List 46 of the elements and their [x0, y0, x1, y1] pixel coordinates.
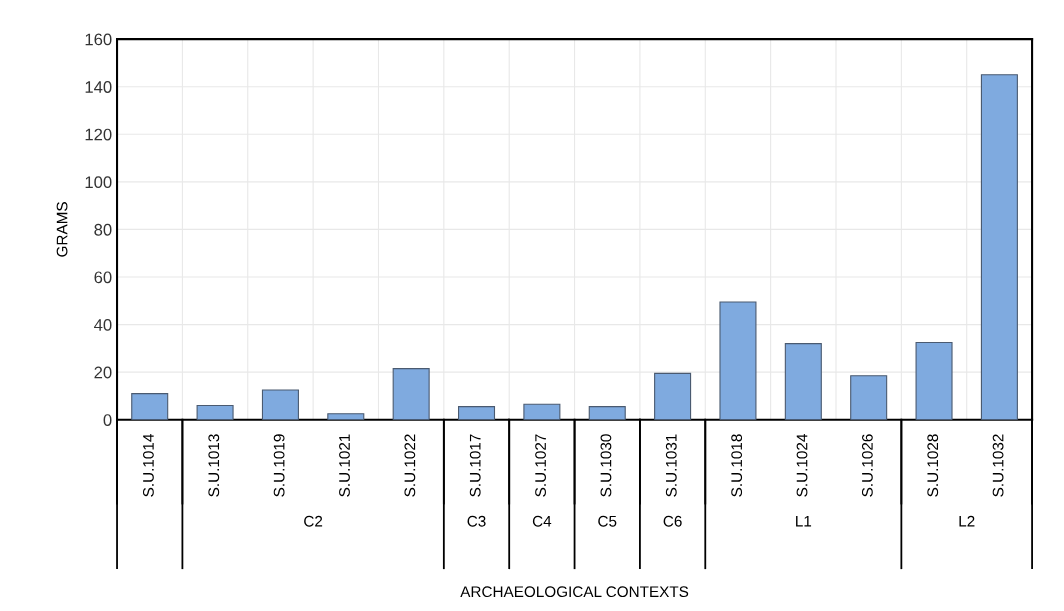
bar: [196, 404, 234, 420]
y-tick-label: 120: [85, 128, 112, 141]
y-tick-label: 140: [85, 81, 112, 93]
bar: [850, 375, 888, 420]
bar: [261, 389, 299, 420]
x-tick-label: S.U.1013: [208, 434, 220, 497]
bar: [915, 341, 953, 420]
text: C4: [532, 515, 552, 527]
bar: [980, 74, 1018, 420]
y-tick-label: 60: [94, 271, 112, 284]
y-tick-label: 20: [94, 366, 112, 379]
y-tick-label: 160: [85, 33, 112, 46]
text: C6: [663, 515, 682, 527]
y-tick-label: 80: [94, 223, 112, 236]
x-tick-label: S.U.1014: [143, 434, 154, 497]
bar: [784, 343, 822, 420]
text: C5: [598, 515, 617, 527]
x-tick-label: S.U.1017: [469, 434, 481, 497]
y-tick-label: 100: [85, 176, 112, 189]
text: ARCHAEOLOGICAL CONTEXTS: [460, 586, 689, 598]
x-tick-label: S.U.1031: [665, 434, 677, 497]
text: C3: [467, 515, 486, 527]
text: L1: [796, 515, 812, 527]
y-axis-title: GRAMS: [56, 202, 68, 257]
bar: [588, 406, 626, 420]
y-tick-label: 40: [94, 318, 112, 331]
text: L2: [959, 515, 975, 527]
bar: [392, 368, 430, 420]
x-tick-label: S.U.1018: [731, 434, 743, 497]
x-tick-label: S.U.1024: [796, 434, 808, 497]
bar: [457, 406, 496, 420]
x-tick-label: S.U.1019: [273, 434, 285, 497]
x-tick-label: S.U.1026: [861, 434, 873, 497]
x-tick-label: S.U.1032: [992, 434, 1004, 497]
bar: [523, 403, 561, 420]
bar: [654, 372, 692, 420]
bar: [131, 393, 169, 420]
x-tick-label: S.U.1021: [339, 434, 350, 497]
x-tick-label: S.U.1022: [404, 434, 416, 497]
x-tick-label: S.U.1030: [600, 434, 612, 497]
x-tick-label: S.U.1027: [535, 434, 546, 497]
text: C2: [304, 515, 323, 527]
y-tick-label: 0: [103, 414, 112, 426]
bar: [719, 301, 757, 420]
x-tick-label: S.U.1028: [927, 434, 939, 497]
bar: [327, 413, 365, 420]
